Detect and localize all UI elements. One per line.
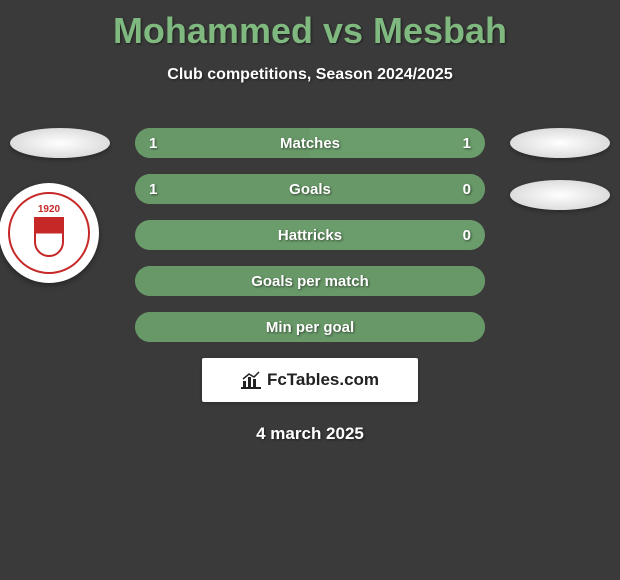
page-title: Mohammed vs Mesbah (0, 0, 620, 52)
stat-value-right: 0 (463, 227, 471, 244)
subtitle: Club competitions, Season 2024/2025 (0, 66, 620, 84)
player-right-badge-2 (510, 180, 610, 210)
club-logo-year: 1920 (38, 204, 60, 215)
player-right-badge-1 (510, 128, 610, 158)
brand-box: FcTables.com (202, 358, 418, 402)
stat-value-right: 1 (463, 135, 471, 152)
comparison-panel: 1920 1Matches11Goals0Hattricks0Goals per… (0, 128, 620, 444)
stat-row: Goals per match (135, 266, 485, 296)
stat-row: 1Matches1 (135, 128, 485, 158)
stat-label: Goals per match (135, 273, 485, 290)
stat-value-right: 0 (463, 181, 471, 198)
player-left-badge (10, 128, 110, 158)
chart-icon (241, 371, 261, 389)
stat-label: Hattricks (135, 227, 485, 244)
stat-label: Min per goal (135, 319, 485, 336)
club-logo-shield (34, 217, 64, 257)
date-label: 4 march 2025 (0, 424, 620, 444)
club-logo-inner: 1920 (8, 192, 90, 274)
club-logo: 1920 (0, 183, 99, 283)
stat-bars: 1Matches11Goals0Hattricks0Goals per matc… (135, 128, 485, 342)
stat-row: Min per goal (135, 312, 485, 342)
stat-label: Matches (135, 135, 485, 152)
stat-label: Goals (135, 181, 485, 198)
stat-row: 1Goals0 (135, 174, 485, 204)
stat-row: Hattricks0 (135, 220, 485, 250)
brand-text: FcTables.com (267, 370, 379, 390)
